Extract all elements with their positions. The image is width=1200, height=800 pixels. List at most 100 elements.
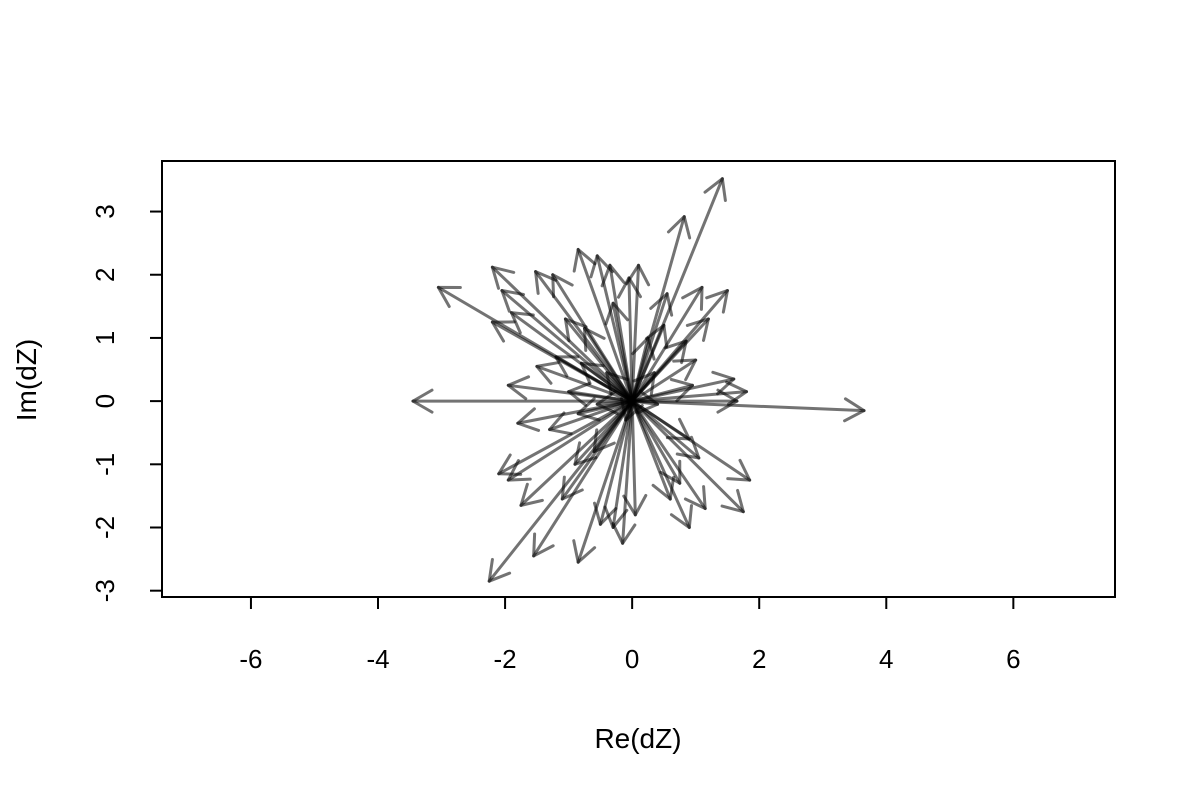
arrow-head <box>726 458 752 482</box>
arrow-shaft <box>532 399 634 558</box>
y-axis-title: Im(dZ) <box>11 339 42 421</box>
y-tick-label: -2 <box>90 516 120 539</box>
arrows-layer <box>411 177 866 583</box>
arrow-shaft <box>630 317 710 403</box>
arrow-head <box>572 247 597 273</box>
arrow-shaft <box>554 355 634 403</box>
arrow <box>411 388 634 414</box>
arrow-shaft <box>624 399 634 422</box>
arrow-head <box>572 539 597 564</box>
y-tick-label: 0 <box>90 394 120 408</box>
arrow-head <box>611 522 637 545</box>
arrow-shaft <box>497 399 634 476</box>
arrow <box>497 399 634 476</box>
arrow <box>604 301 634 403</box>
arrow-shaft <box>563 317 634 403</box>
arrow-head <box>551 273 574 299</box>
arrow <box>630 389 660 415</box>
arrow-shaft <box>630 399 866 413</box>
arrow <box>563 317 634 403</box>
arrow <box>500 289 634 403</box>
arrow-head <box>669 378 695 403</box>
arrow-head <box>625 263 651 287</box>
arrow-head <box>843 397 866 423</box>
arrow-head <box>665 417 691 441</box>
arrow-head <box>622 494 648 517</box>
arrow-head <box>666 215 692 240</box>
arrow <box>603 399 634 529</box>
arrow-head <box>644 323 669 349</box>
arrow-head <box>500 289 526 313</box>
x-tick-label: 0 <box>625 644 639 674</box>
arrow-head <box>711 370 736 396</box>
arrow-shaft <box>630 399 707 511</box>
arrow <box>630 399 707 511</box>
arrow-head <box>563 317 588 343</box>
arrow-shaft <box>630 323 666 403</box>
arrow <box>535 361 634 403</box>
arrow-shaft <box>579 361 634 403</box>
y-tick-label: 3 <box>90 204 120 218</box>
arrow-shaft <box>506 399 634 482</box>
arrow <box>630 378 695 403</box>
arrow-shaft <box>630 383 695 403</box>
arrow <box>572 247 634 403</box>
arrow-head <box>567 382 591 407</box>
arrow-head <box>579 361 605 385</box>
arrow-shaft <box>598 399 634 526</box>
arrow <box>579 361 634 403</box>
arrow <box>630 323 669 403</box>
arrow-head <box>616 276 642 299</box>
x-axis: -6 -4 -2 0 2 4 6 <box>239 596 1021 674</box>
arrow-head <box>681 285 704 311</box>
arrow-head <box>669 504 693 529</box>
arrow-head <box>560 475 584 501</box>
arrow-head <box>535 361 561 385</box>
arrow-head <box>534 270 558 295</box>
x-tick-label: 4 <box>879 644 893 674</box>
arrow-shaft <box>582 326 634 403</box>
arrow-head <box>595 390 619 416</box>
arrow-head <box>631 336 656 361</box>
arrow <box>506 399 634 482</box>
arrow-head <box>497 453 523 476</box>
x-axis-title: Re(dZ) <box>594 723 681 754</box>
arrow <box>630 388 739 414</box>
arrow-head <box>635 389 660 415</box>
arrow-head <box>675 435 701 460</box>
x-tick-label: -6 <box>239 644 262 674</box>
arrow-head <box>649 292 674 317</box>
arrow-head <box>519 482 544 507</box>
arrow-head <box>411 388 434 414</box>
arrow-head <box>509 311 535 335</box>
arrow <box>616 276 642 403</box>
arrow <box>582 326 634 403</box>
arrow-head <box>683 485 707 511</box>
arrow <box>622 399 648 517</box>
x-tick-label: -4 <box>366 644 389 674</box>
arrow <box>630 397 866 423</box>
arrow-shaft <box>500 289 634 403</box>
y-axis: -3 -2 -1 0 1 2 3 <box>90 204 163 602</box>
arrow-shaft <box>611 301 634 403</box>
arrow-shaft <box>567 390 634 403</box>
y-tick-label: -1 <box>90 453 120 476</box>
arrow-head <box>516 407 541 432</box>
arrow-head <box>532 532 555 558</box>
arrow-head <box>603 505 629 529</box>
arrow-head <box>589 254 614 279</box>
arrow-head <box>490 265 516 290</box>
arrow-shaft <box>630 336 650 403</box>
arrow-head <box>506 459 532 482</box>
arrow <box>630 336 656 403</box>
arrow-head <box>605 371 630 396</box>
arrow-head <box>703 177 727 202</box>
arrow <box>567 382 634 407</box>
arrow-head <box>716 388 739 414</box>
arrow-shaft <box>535 364 634 403</box>
arrow <box>532 399 634 558</box>
arrow-head <box>487 557 512 583</box>
arrow <box>554 355 634 403</box>
arrow-shaft <box>611 399 634 529</box>
arrow-head <box>592 428 616 454</box>
